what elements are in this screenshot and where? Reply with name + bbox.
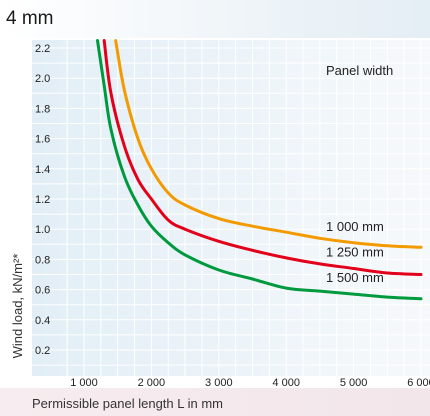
y-tick-label: 1.6 [35,134,50,146]
x-tick-label: 3 000 [205,377,233,389]
x-tick-label: 5 000 [340,377,368,389]
x-tick-label: 1 000 [70,377,98,389]
x-axis-label: Permissible panel length L in mm [32,396,223,411]
x-tick-label: 6 000 [407,377,430,389]
y-tick-label: 0.4 [35,315,50,327]
series-label-3: 1 500 mm [326,270,384,285]
x-tick-label: 4 000 [272,377,300,389]
y-tick-label: 1.0 [35,224,50,236]
y-tick-label: 1.4 [35,164,50,176]
y-ticks: 0.2 0.4 0.6 0.8 1.0 1.2 1.4 1.6 1.8 2.0 2.2 [35,43,50,357]
x-ticks: 1 000 2 000 3 000 4 000 5 000 6 000 [70,377,430,389]
series-labels: 1 000 mm 1 250 mm 1 500 mm [326,219,384,285]
series-line-2 [102,39,423,276]
grid [32,40,430,376]
y-tick-label: 1.8 [35,103,50,115]
x-tick-label: 2 000 [138,377,166,389]
footer-band [0,388,430,416]
y-tick-label: 0.6 [35,285,50,297]
y-tick-label: 2.0 [35,73,50,85]
chart-title: 4 mm [6,8,54,29]
series-label-2: 1 250 mm [326,244,384,259]
y-tick-label: 1.2 [35,194,50,206]
series-line-3 [96,39,423,301]
y-tick-label: 0.2 [35,345,50,357]
legend-title: Panel width [326,63,393,78]
y-axis-label: Wind load, kN/m²* [10,254,25,359]
series-label-1: 1 000 mm [326,219,384,234]
y-tick-label: 2.2 [35,43,50,55]
y-tick-label: 0.8 [35,254,50,266]
series-lines [96,39,423,301]
header-band [0,0,430,38]
series-line-1 [114,39,423,249]
